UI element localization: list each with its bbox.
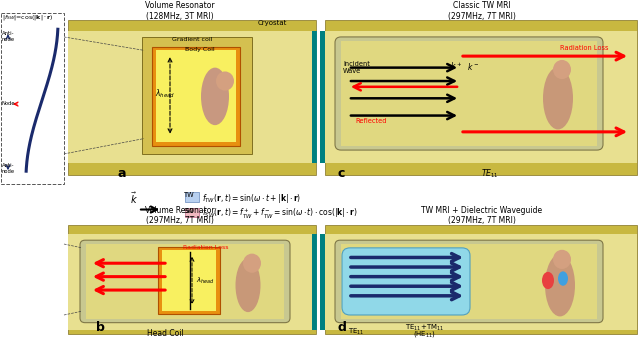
Text: Cryostat: Cryostat: [258, 20, 287, 26]
Ellipse shape: [201, 67, 229, 125]
Ellipse shape: [243, 254, 261, 273]
Ellipse shape: [542, 272, 554, 289]
Text: Anti-
node: Anti- node: [2, 31, 15, 42]
Bar: [162, 250, 216, 311]
Bar: [68, 225, 316, 334]
Text: $f_{TW}(\mathbf{r},t) = \sin(\omega \cdot t + |\mathbf{k}|\cdot\mathbf{r})$: $f_{TW}(\mathbf{r},t) = \sin(\omega \cdo…: [202, 193, 301, 205]
Ellipse shape: [216, 72, 234, 91]
Text: d: d: [338, 321, 347, 334]
Text: Radiation Loss: Radiation Loss: [560, 45, 609, 52]
Text: Incident
Wave: Incident Wave: [343, 61, 370, 74]
Text: Reflected: Reflected: [355, 118, 387, 124]
Bar: [325, 31, 637, 163]
Text: $k^-$: $k^-$: [467, 61, 479, 72]
Bar: [185, 192, 199, 202]
Bar: [142, 37, 252, 154]
Text: Head Coil: Head Coil: [147, 329, 184, 338]
Ellipse shape: [553, 60, 571, 79]
Text: (HE$_{11}$): (HE$_{11}$): [413, 328, 436, 339]
Text: Volume Resonator
(128MHz, 3T MRI): Volume Resonator (128MHz, 3T MRI): [145, 1, 215, 21]
Bar: [68, 235, 316, 330]
Text: $\lambda_{head}$: $\lambda_{head}$: [196, 275, 214, 285]
FancyBboxPatch shape: [335, 37, 603, 150]
Ellipse shape: [558, 271, 568, 286]
Ellipse shape: [545, 254, 575, 316]
Text: Radiation Loss: Radiation Loss: [183, 245, 228, 250]
Text: Body Coil: Body Coil: [185, 47, 215, 52]
Text: c: c: [338, 167, 346, 180]
Text: Node: Node: [2, 101, 15, 106]
Text: TW MRI + Dielectric Waveguide
(297MHz, 7T MRI): TW MRI + Dielectric Waveguide (297MHz, 7…: [421, 205, 543, 225]
Bar: [68, 31, 316, 163]
Bar: [185, 207, 199, 217]
Bar: [152, 46, 240, 146]
Ellipse shape: [543, 67, 573, 129]
FancyBboxPatch shape: [342, 248, 470, 315]
Text: $TE_{11}$: $TE_{11}$: [481, 168, 499, 180]
Bar: [320, 235, 325, 330]
Bar: [68, 20, 316, 175]
Text: Gradient coil: Gradient coil: [172, 37, 212, 42]
FancyBboxPatch shape: [80, 240, 290, 323]
Text: Volume Resonator
(297MHz, 7T MRI): Volume Resonator (297MHz, 7T MRI): [145, 205, 215, 225]
Text: TE$_{11}$+TM$_{11}$: TE$_{11}$+TM$_{11}$: [405, 322, 445, 333]
Text: SW: SW: [184, 207, 195, 214]
Ellipse shape: [553, 250, 571, 269]
Text: $|f_{SW}|$=cos($|\mathbf{k}|\cdot\mathbf{r}$): $|f_{SW}|$=cos($|\mathbf{k}|\cdot\mathbf…: [2, 13, 54, 22]
Bar: [325, 235, 637, 330]
Bar: [325, 20, 637, 175]
Bar: [325, 225, 637, 334]
Text: $f_{SW}(\mathbf{r},t) = f^+_{TW} + f^-_{TW} = \sin(\omega \cdot t)\cdot\cos(|\ma: $f_{SW}(\mathbf{r},t) = f^+_{TW} + f^-_{…: [202, 207, 358, 221]
Text: Anti-
node: Anti- node: [2, 163, 15, 174]
Text: TE$_{11}$: TE$_{11}$: [348, 327, 365, 337]
Text: $k^+$: $k^+$: [450, 60, 462, 72]
Bar: [158, 247, 220, 314]
Text: TW: TW: [184, 192, 195, 198]
Text: Classic TW MRI
(297MHz, 7T MRI): Classic TW MRI (297MHz, 7T MRI): [448, 1, 516, 21]
Text: a: a: [118, 167, 127, 180]
Text: $\lambda_{head}$: $\lambda_{head}$: [155, 87, 175, 100]
Bar: [156, 51, 236, 142]
Ellipse shape: [236, 258, 260, 312]
Text: $\vec{k}$: $\vec{k}$: [130, 191, 138, 206]
Bar: [320, 31, 325, 163]
FancyBboxPatch shape: [335, 240, 603, 323]
Bar: [341, 41, 597, 146]
Bar: [86, 244, 284, 319]
Bar: [312, 235, 317, 330]
Text: b: b: [96, 321, 105, 334]
Bar: [312, 31, 317, 163]
Bar: [341, 244, 597, 319]
